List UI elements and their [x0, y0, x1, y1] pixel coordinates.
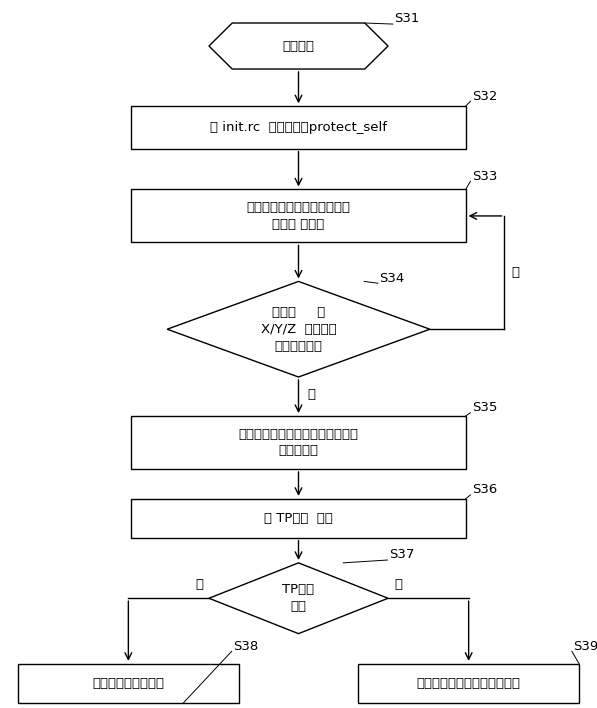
Text: 是: 是 — [394, 578, 402, 591]
Text: 提醒用户保护好手机: 提醒用户保护好手机 — [93, 677, 164, 690]
Text: 提醒用户屏幕损坏，及时更换: 提醒用户屏幕损坏，及时更换 — [417, 677, 521, 690]
Polygon shape — [209, 563, 388, 634]
Text: 传感器     在
X/Y/Z  轴上分量
是否大于门限: 传感器 在 X/Y/Z 轴上分量 是否大于门限 — [261, 306, 336, 353]
Text: 否: 否 — [195, 578, 203, 591]
Text: S35: S35 — [472, 401, 497, 414]
Text: 在 init.rc  中启动进程protect_self: 在 init.rc 中启动进程protect_self — [210, 121, 387, 134]
Text: S36: S36 — [472, 484, 497, 496]
Text: TP是否
损坏: TP是否 损坏 — [282, 583, 315, 613]
Text: S37: S37 — [389, 549, 414, 561]
Bar — [131, 416, 466, 469]
Text: 是: 是 — [307, 388, 315, 401]
Bar — [131, 106, 466, 149]
Text: S34: S34 — [379, 272, 404, 285]
Text: 注册一个监听程序，实时获取
传感器 的参数: 注册一个监听程序，实时获取 传感器 的参数 — [247, 201, 350, 231]
Bar — [18, 664, 239, 702]
Text: 否: 否 — [512, 266, 519, 279]
Bar — [358, 664, 579, 702]
Polygon shape — [167, 281, 430, 377]
Polygon shape — [209, 23, 388, 69]
Text: S38: S38 — [233, 640, 258, 653]
Text: S33: S33 — [472, 170, 497, 183]
Bar — [131, 190, 466, 242]
Bar — [131, 498, 466, 538]
Text: 将预存的马达参数传递到底层，控
制马达转动: 将预存的马达参数传递到底层，控 制马达转动 — [238, 428, 359, 457]
Text: S39: S39 — [573, 640, 597, 653]
Text: S32: S32 — [472, 90, 497, 103]
Text: S31: S31 — [394, 12, 420, 25]
Text: 手机开机: 手机开机 — [282, 40, 315, 52]
Text: 对 TP进行  测试: 对 TP进行 测试 — [264, 512, 333, 525]
